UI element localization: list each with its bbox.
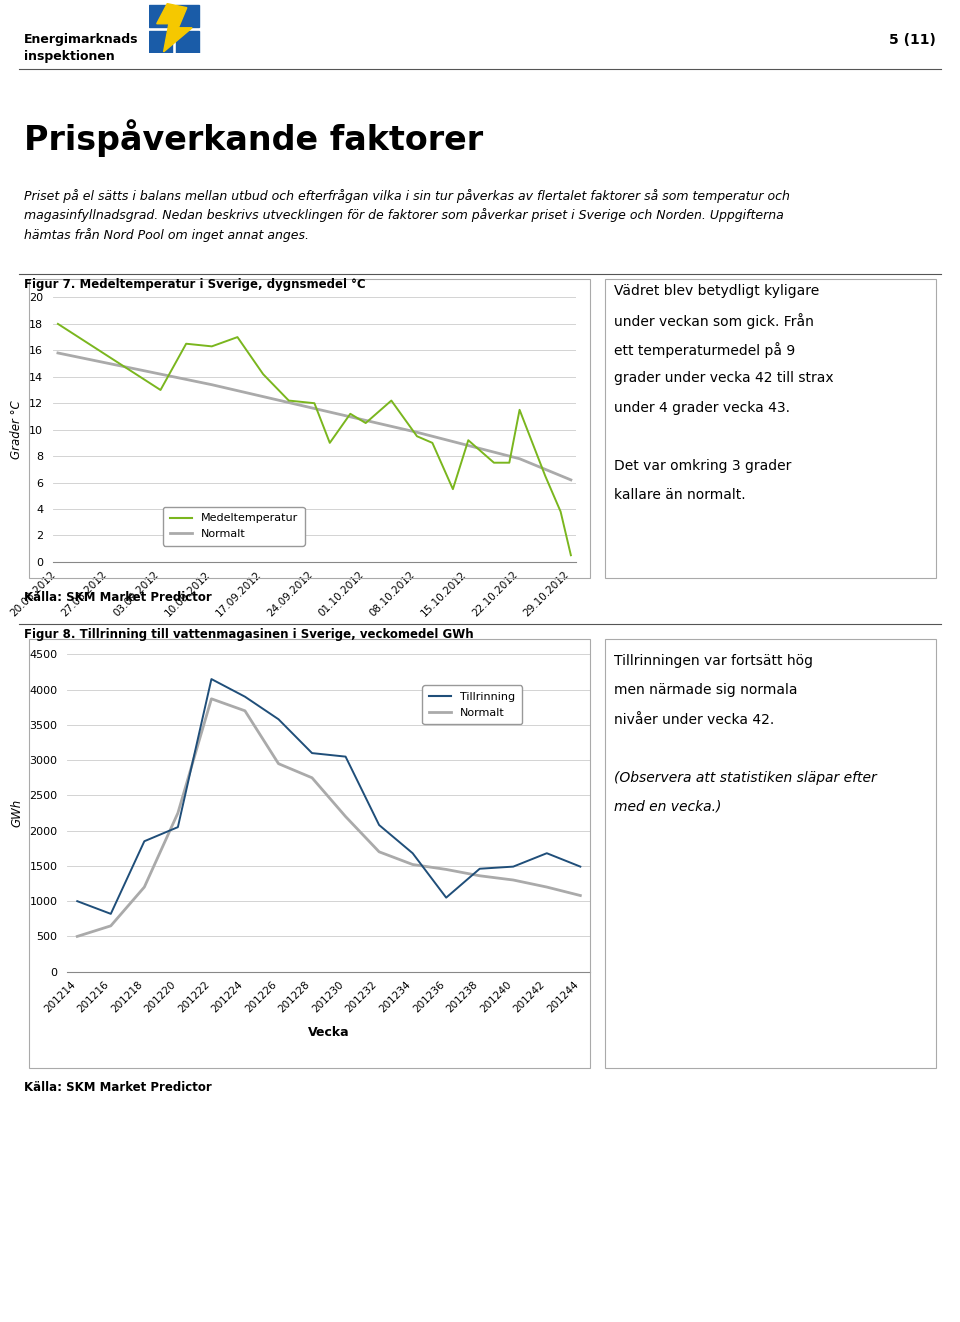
Text: Figur 8. Tillrinning till vattenmagasinen i Sverige, veckomedel GWh: Figur 8. Tillrinning till vattenmagasine… [24,628,473,641]
Text: Källa: SKM Market Predictor: Källa: SKM Market Predictor [24,591,212,604]
Text: Energimarknads
inspektionen: Energimarknads inspektionen [24,33,138,63]
Text: Priset på el sätts i balans mellan utbud och efterfrågan vilka i sin tur påverka: Priset på el sätts i balans mellan utbud… [24,189,790,242]
Bar [177,5,200,26]
Legend: Tillrinning, Normalt: Tillrinning, Normalt [422,685,522,724]
Text: Det var omkring 3 grader: Det var omkring 3 grader [614,459,792,473]
Text: med en vecka.): med en vecka.) [614,800,722,814]
Text: under veckan som gick. Från: under veckan som gick. Från [614,313,814,329]
Text: Vädret blev betydligt kyligare: Vädret blev betydligt kyligare [614,284,820,299]
Text: 5 (11): 5 (11) [889,33,936,48]
Bar [177,30,200,53]
Bar [149,30,172,53]
Text: ett temperaturmedel på 9: ett temperaturmedel på 9 [614,342,796,358]
Text: Figur 7. Medeltemperatur i Sverige, dygnsmedel °C: Figur 7. Medeltemperatur i Sverige, dygn… [24,278,366,291]
Text: Prispåverkande faktorer: Prispåverkande faktorer [24,119,483,157]
Text: under 4 grader vecka 43.: under 4 grader vecka 43. [614,401,790,415]
Y-axis label: Grader °C: Grader °C [11,401,23,459]
Text: kallare än normalt.: kallare än normalt. [614,488,746,502]
Text: nivåer under vecka 42.: nivåer under vecka 42. [614,713,775,727]
Text: men närmade sig normala: men närmade sig normala [614,683,798,698]
X-axis label: Vecka: Vecka [308,1026,349,1039]
Text: Källa: SKM Market Predictor: Källa: SKM Market Predictor [24,1081,212,1095]
Legend: Medeltemperatur, Normalt: Medeltemperatur, Normalt [163,506,304,546]
Y-axis label: GWh: GWh [11,798,24,828]
Text: grader under vecka 42 till strax: grader under vecka 42 till strax [614,371,834,386]
Text: (Observera att statistiken släpar efter: (Observera att statistiken släpar efter [614,771,877,785]
Polygon shape [156,4,192,52]
Text: Tillrinningen var fortsätt hög: Tillrinningen var fortsätt hög [614,654,813,669]
Bar [149,5,172,26]
